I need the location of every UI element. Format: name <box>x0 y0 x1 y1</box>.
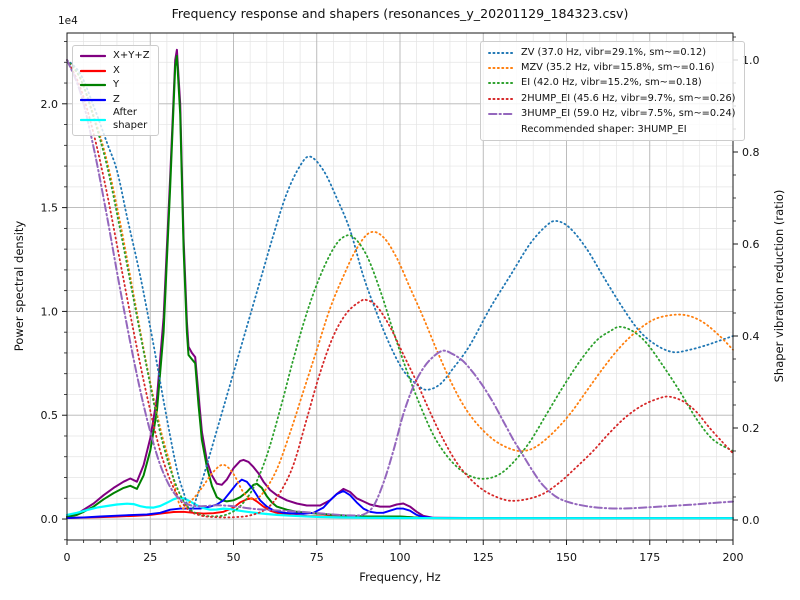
series-ei <box>66 59 734 518</box>
legend-item-3hump-ei: 3HUMP_EI (59.0 Hz, vibr=7.5%, sm~=0.24) <box>488 107 736 122</box>
legend-line-sample <box>80 69 106 72</box>
series-mzv <box>66 59 734 510</box>
legend-line-sample <box>80 118 106 121</box>
legend-line-sample <box>488 51 514 54</box>
legend-item-label: 2HUMP_EI (45.6 Hz, vibr=9.7%, sm~=0.26) <box>521 92 736 104</box>
legend-item-after-shaper: After shaper <box>80 107 150 132</box>
legend-item-x: X <box>80 64 150 79</box>
left-tick-label: 1.5 <box>41 202 59 215</box>
legend-recommended-note: Recommended shaper: 3HUMP_EI <box>488 122 736 137</box>
left-tick-label: 2.0 <box>41 98 59 111</box>
legend-line-sample <box>80 55 106 58</box>
legend-item-label: X <box>113 64 120 76</box>
series-3hump-ei <box>66 59 734 517</box>
legend-item-label: Y <box>113 79 120 90</box>
x-tick-label: 0 <box>64 551 71 564</box>
x-tick-label: 25 <box>143 551 157 564</box>
right-tick-label: 0.8 <box>742 146 760 159</box>
x-tick-label: 200 <box>723 551 744 564</box>
right-tick-label: 0.6 <box>742 238 760 251</box>
legend-item-2hump-ei: 2HUMP_EI (45.6 Hz, vibr=9.7%, sm~=0.26) <box>488 91 736 106</box>
x-tick-label: 150 <box>556 551 577 564</box>
chart-title: Frequency response and shapers (resonanc… <box>171 6 629 21</box>
x-tick-label: 75 <box>310 551 324 564</box>
series-z <box>66 478 734 520</box>
series-x-y-z <box>66 48 734 519</box>
legend-line-sample <box>80 84 106 87</box>
legend-item-label: After shaper <box>113 107 148 131</box>
legend-item-label: EI (42.0 Hz, vibr=15.2%, sm~=0.18) <box>521 77 702 89</box>
legend-line-sample <box>488 67 514 70</box>
series-after-shaper <box>65 496 735 520</box>
legend-line-sample <box>80 98 106 101</box>
legend-measured: X+Y+Z X Y Z After shaper <box>72 45 159 136</box>
right-tick-label: 0.0 <box>742 514 760 527</box>
legend-note-text: Recommended shaper: 3HUMP_EI <box>521 123 687 135</box>
legend-item-label: MZV (35.2 Hz, vibr=15.8%, sm~=0.16) <box>521 61 715 73</box>
legend-item-zv: ZV (37.0 Hz, vibr=29.1%, sm~=0.12) <box>488 45 736 60</box>
legend-item-label: X+Y+Z <box>113 50 150 61</box>
series-zv <box>66 59 734 512</box>
legend-item-x-y-z: X+Y+Z <box>80 49 150 64</box>
right-axis-label: Shaper vibration reduction (ratio) <box>772 189 786 383</box>
x-tick-label: 175 <box>639 551 660 564</box>
legend-item-y: Y <box>80 78 150 93</box>
x-tick-label: 100 <box>390 551 411 564</box>
legend-item-label: Z <box>113 93 120 105</box>
series-2hump-ei <box>66 59 734 519</box>
x-tick-label: 50 <box>227 551 241 564</box>
legend-line-sample <box>488 113 514 116</box>
legend-shapers: ZV (37.0 Hz, vibr=29.1%, sm~=0.12) MZV (3… <box>480 41 745 142</box>
left-axis-label: Power spectral density <box>12 220 26 352</box>
series-y <box>66 55 734 520</box>
right-tick-label: 1.0 <box>742 54 760 67</box>
left-tick-label: 1.0 <box>41 305 59 318</box>
legend-item-label: ZV (37.0 Hz, vibr=29.1%, sm~=0.12) <box>521 46 707 58</box>
legend-item-z: Z <box>80 93 150 108</box>
legend-line-sample <box>488 97 514 100</box>
left-tick-label: 0.5 <box>41 409 59 422</box>
right-tick-label: 0.4 <box>742 330 760 343</box>
left-tick-label: 0.0 <box>41 513 59 526</box>
legend-item-label: 3HUMP_EI (59.0 Hz, vibr=7.5%, sm~=0.24) <box>521 108 736 120</box>
legend-item-ei: EI (42.0 Hz, vibr=15.2%, sm~=0.18) <box>488 76 736 91</box>
legend-line-sample <box>488 82 514 85</box>
legend-item-mzv: MZV (35.2 Hz, vibr=15.8%, sm~=0.16) <box>488 60 736 75</box>
x-tick-label: 125 <box>473 551 494 564</box>
right-tick-label: 0.2 <box>742 422 760 435</box>
x-axis-label: Frequency, Hz <box>359 570 441 584</box>
left-axis-offset-text: 1e4 <box>58 15 78 27</box>
